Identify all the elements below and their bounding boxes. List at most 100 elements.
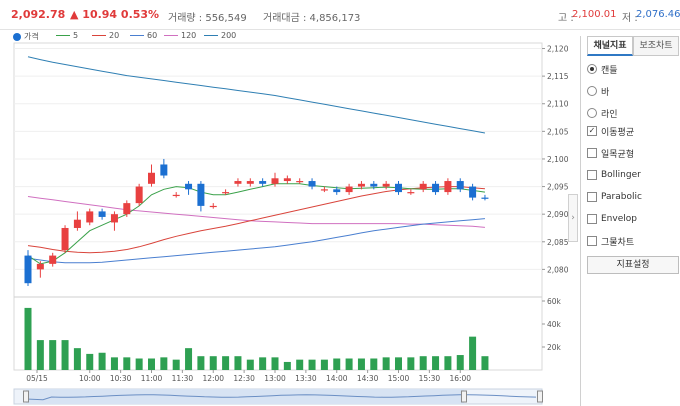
low-label: 저 : bbox=[622, 13, 638, 24]
checkbox-icon[interactable]: ✓ bbox=[587, 126, 597, 136]
price-dot-icon bbox=[13, 32, 21, 41]
candle-body bbox=[456, 181, 464, 190]
candle-body bbox=[49, 255, 57, 264]
indicator-option-1[interactable]: 일목균형 bbox=[587, 146, 634, 160]
chart-type-option-2[interactable]: 라인 bbox=[587, 106, 618, 120]
indicator-option-1-label: 일목균형 bbox=[601, 149, 635, 160]
candle-body bbox=[320, 189, 328, 191]
price-axis: 2,120 2,115 2,110 2,105 2,100 2,095 2,090 2,085… bbox=[542, 45, 569, 274]
legend-ma60[interactable]: 60 bbox=[130, 31, 157, 40]
radio-icon[interactable] bbox=[587, 108, 597, 118]
candle bbox=[432, 181, 440, 195]
price-chart[interactable]: 2,120 2,115 2,110 2,105 2,100 2,095 2,090 2,085… bbox=[0, 0, 580, 406]
volume-bar bbox=[259, 357, 267, 370]
candle-body bbox=[86, 211, 94, 223]
ma5-line bbox=[27, 183, 486, 265]
candle bbox=[320, 186, 328, 193]
chart-type-option-0-label: 캔들 bbox=[601, 65, 618, 76]
candle-body bbox=[444, 181, 452, 193]
indicator-settings-button[interactable]: 지표설정 bbox=[587, 256, 679, 274]
legend-ma20-label: 20 bbox=[109, 31, 120, 40]
current-price: 2,092.78 bbox=[11, 8, 66, 21]
volume-bar bbox=[148, 358, 155, 370]
volume-bar bbox=[73, 348, 81, 370]
checkbox-icon[interactable] bbox=[587, 170, 597, 180]
volume-bar bbox=[209, 356, 217, 370]
volume-summary: 거래량 : 556,549 bbox=[168, 13, 247, 24]
legend-ma5-label: 5 bbox=[73, 31, 79, 40]
candle-body bbox=[36, 263, 44, 270]
legend-ma120[interactable]: 120 bbox=[164, 31, 196, 40]
candle-body bbox=[259, 181, 267, 184]
candle-body bbox=[370, 183, 378, 187]
indicator-option-0[interactable]: ✓ 이동평균 bbox=[587, 124, 634, 138]
chart-type-option-0[interactable]: 캔들 bbox=[587, 62, 618, 76]
candle-body bbox=[61, 227, 69, 251]
chart-type-option-1-label: 바 bbox=[601, 87, 610, 98]
checkbox-icon[interactable] bbox=[587, 236, 597, 246]
legend-ma200[interactable]: 200 bbox=[204, 31, 236, 40]
candle bbox=[222, 189, 230, 195]
time-tick-label: 16:00 bbox=[449, 374, 471, 383]
time-tick-label: 12:00 bbox=[202, 374, 224, 383]
candle bbox=[110, 211, 118, 231]
volume-bar bbox=[345, 358, 353, 370]
candle-body bbox=[148, 172, 155, 184]
ma200-swatch-icon bbox=[204, 35, 218, 36]
chart-type-option-2-label: 라인 bbox=[601, 109, 618, 120]
ma200-line bbox=[27, 56, 486, 134]
candle-body bbox=[98, 211, 106, 217]
radio-icon[interactable] bbox=[587, 64, 597, 74]
tab-channel-indicator[interactable]: 채널지표 bbox=[587, 36, 633, 56]
candle bbox=[370, 181, 378, 190]
candle-body bbox=[432, 183, 440, 193]
candle-body bbox=[382, 183, 390, 187]
candle-body bbox=[209, 205, 217, 208]
legend-price[interactable]: 가격 bbox=[13, 31, 39, 42]
radio-icon[interactable] bbox=[587, 86, 597, 96]
candle-body bbox=[296, 181, 304, 183]
candle bbox=[333, 186, 341, 195]
indicator-option-3[interactable]: Parabolic bbox=[587, 190, 642, 204]
candle bbox=[24, 250, 32, 286]
navigator-left-handle[interactable] bbox=[23, 390, 29, 403]
chart-grid bbox=[13, 42, 543, 371]
navigator-right-handle[interactable] bbox=[461, 390, 467, 403]
indicator-option-4[interactable]: Envelop bbox=[587, 212, 637, 226]
plot-area bbox=[13, 42, 543, 371]
legend-ma5[interactable]: 5 bbox=[56, 31, 78, 40]
candle bbox=[481, 194, 489, 201]
volume-tick-label: 20k bbox=[547, 343, 562, 352]
candle-body bbox=[160, 164, 168, 176]
time-tick-label: 05/15 bbox=[26, 374, 48, 383]
panel-collapse-toggle[interactable]: › bbox=[568, 194, 578, 242]
checkbox-icon[interactable] bbox=[587, 214, 597, 224]
candle bbox=[382, 181, 390, 190]
high-value: 2,100.01 bbox=[572, 9, 617, 20]
indicator-option-2[interactable]: Bollinger bbox=[587, 168, 641, 182]
candle bbox=[395, 181, 402, 195]
navigator-end-handle[interactable] bbox=[537, 390, 543, 403]
candle-body bbox=[395, 183, 402, 193]
checkbox-icon[interactable] bbox=[587, 148, 597, 158]
volume-tick-label: 60k bbox=[547, 297, 562, 306]
volume-bar bbox=[456, 355, 464, 370]
time-tick-label: 14:30 bbox=[357, 374, 379, 383]
candle bbox=[123, 200, 131, 217]
checkbox-icon[interactable] bbox=[587, 192, 597, 202]
candle-body bbox=[407, 192, 415, 194]
volume-bar bbox=[24, 307, 32, 370]
amount-summary: 거래대금 : 4,856,173 bbox=[263, 13, 361, 24]
chart-type-option-1[interactable]: 바 bbox=[587, 84, 609, 98]
candlestick-series bbox=[24, 158, 489, 286]
high-label: 고 : bbox=[558, 13, 574, 24]
candle bbox=[160, 158, 168, 179]
legend-ma20[interactable]: 20 bbox=[92, 31, 119, 40]
candle bbox=[271, 172, 279, 187]
candle bbox=[172, 192, 180, 198]
candle-body bbox=[308, 181, 316, 187]
tab-sub-chart[interactable]: 보조차트 bbox=[633, 36, 679, 56]
candle bbox=[86, 208, 94, 226]
indicator-option-5[interactable]: 그물차트 bbox=[587, 234, 634, 248]
volume-bar bbox=[395, 357, 402, 370]
